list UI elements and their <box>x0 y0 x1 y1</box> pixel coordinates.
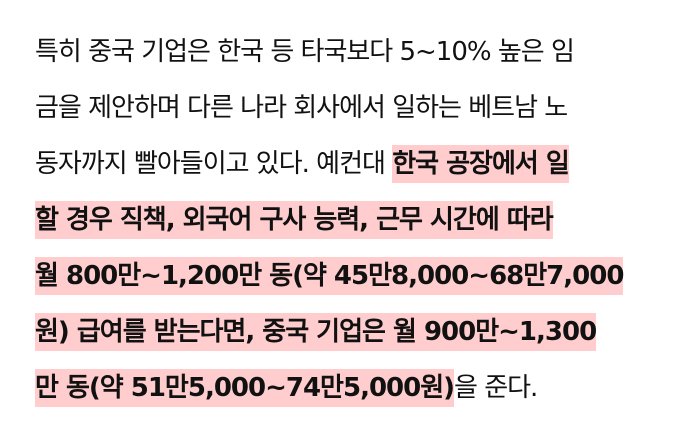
article-paragraph: 특히 중국 기업은 한국 등 타국보다 5~10% 높은 임 금을 제안하며 다… <box>35 24 665 416</box>
text-line: 할 경우 직책, 외국어 구사 능력, 근무 시간에 따라 <box>35 192 665 248</box>
plain-text: 을 준다. <box>454 373 538 403</box>
highlighted-text: 만 동(약 51만5,000~74만5,000원) <box>35 369 455 407</box>
text-line: 동자까지 빨아들이고 있다. 예컨대 한국 공장에서 일 <box>35 136 665 192</box>
plain-text: 동자까지 빨아들이고 있다. 예컨대 <box>35 149 393 179</box>
highlighted-text: 한국 공장에서 일 <box>392 145 570 183</box>
text-line: 특히 중국 기업은 한국 등 타국보다 5~10% 높은 임 <box>35 24 665 80</box>
highlighted-text: 월 800만~1,200만 동(약 45만8,000~68만7,000 <box>35 257 624 295</box>
highlighted-text: 원) 급여를 받는다면, 중국 기업은 월 900만~1,300 <box>35 313 597 351</box>
text-line: 원) 급여를 받는다면, 중국 기업은 월 900만~1,300 <box>35 304 665 360</box>
plain-text: 금을 제안하며 다른 나라 회사에서 일하는 베트남 노 <box>35 93 568 123</box>
text-line: 금을 제안하며 다른 나라 회사에서 일하는 베트남 노 <box>35 80 665 136</box>
highlighted-text: 할 경우 직책, 외국어 구사 능력, 근무 시간에 따라 <box>35 201 554 239</box>
plain-text: 특히 중국 기업은 한국 등 타국보다 5~10% 높은 임 <box>35 37 575 67</box>
text-line: 만 동(약 51만5,000~74만5,000원)을 준다. <box>35 360 665 416</box>
text-line: 월 800만~1,200만 동(약 45만8,000~68만7,000 <box>35 248 665 304</box>
